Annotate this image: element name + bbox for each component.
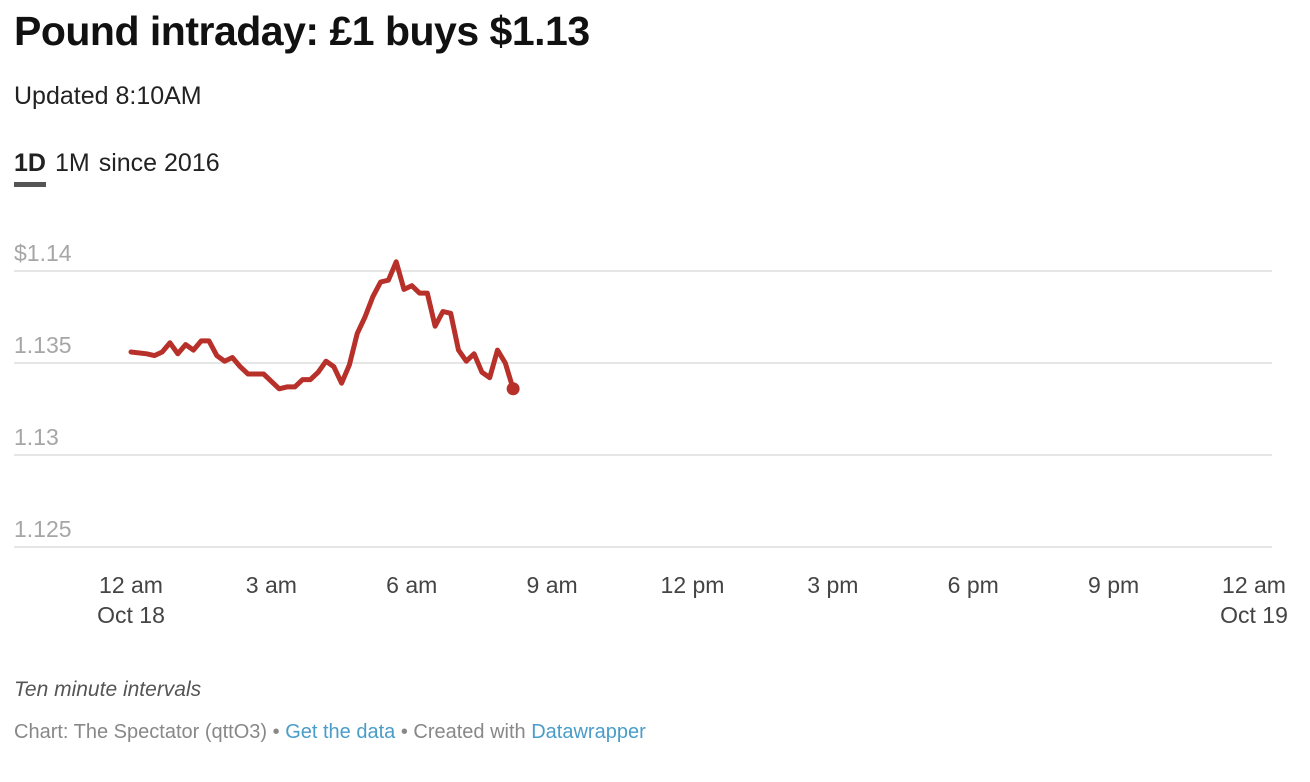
x-tick-label: 3 pm [807,572,858,598]
x-tick-label: 6 pm [948,572,999,598]
series-line [131,262,513,389]
chart-subtitle: Updated 8:10AM [14,82,202,111]
x-axis: 12 am Oct 18 3 am 6 am 9 am 12 pm 3 pm 6 pm 9 pm… [97,572,1288,628]
footer-credit: Chart: The Spectator (qttO3) • [14,721,285,743]
x-tick-label: 12 am [99,572,163,598]
footer-created-with: • Created with [395,721,531,743]
x-tick-label: 9 am [527,572,578,598]
chart-notes: Ten minute intervals [14,678,201,702]
gridlines [14,271,1272,547]
tab-1m[interactable]: 1M [55,149,90,178]
x-tick-label: 9 pm [1088,572,1139,598]
get-the-data-link[interactable]: Get the data [285,721,395,743]
datawrapper-link[interactable]: Datawrapper [531,721,646,743]
x-tick-label: 12 pm [661,572,725,598]
y-axis: $1.14 1.135 1.13 1.125 [14,240,72,542]
tab-since-2016[interactable]: since 2016 [99,149,220,178]
y-tick-label: $1.14 [14,240,72,266]
y-tick-label: 1.125 [14,516,72,542]
tab-1d[interactable]: 1D [14,149,46,178]
time-range-tabs: 1D 1M since 2016 [14,149,220,178]
y-tick-label: 1.13 [14,424,59,450]
x-tick-date-label: Oct 19 [1220,602,1288,628]
line-chart: $1.14 1.135 1.13 1.125 12 am Oct 18 3 am 6 am 9… [0,220,1310,640]
x-tick-label: 3 am [246,572,297,598]
chart-footer: Chart: The Spectator (qttO3) • Get the d… [14,721,646,744]
x-tick-label: 12 am [1222,572,1286,598]
last-data-point [507,382,520,395]
x-tick-date-label: Oct 18 [97,602,165,628]
x-tick-label: 6 am [386,572,437,598]
series-layer [131,262,520,395]
y-tick-label: 1.135 [14,332,72,358]
chart-title: Pound intraday: £1 buys $1.13 [14,8,590,55]
